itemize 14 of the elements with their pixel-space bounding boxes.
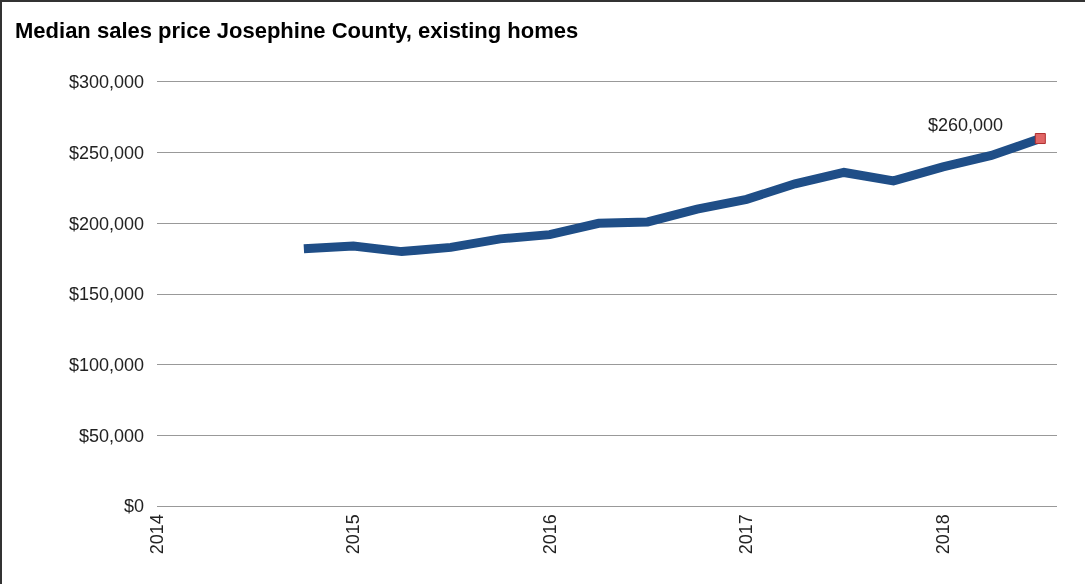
x-tick-label: 2017 xyxy=(736,514,757,555)
y-tick-label: $250,000 xyxy=(68,142,144,163)
annotation: $260,000 xyxy=(928,115,1004,135)
x-tick-label: 2015 xyxy=(343,514,364,555)
y-tick-label: $100,000 xyxy=(68,354,144,375)
y-tick-label: $0 xyxy=(123,496,144,517)
y-tick-label: $50,000 xyxy=(78,425,144,446)
y-tick-label: $150,000 xyxy=(68,284,144,305)
y-tick-label: $200,000 xyxy=(68,213,144,234)
x-tick-label: 2014 xyxy=(146,514,167,555)
y-tick-label: $300,000 xyxy=(68,72,144,93)
x-tick-label: 2018 xyxy=(932,514,953,555)
x-tick-label: 2016 xyxy=(539,514,560,555)
chart-title: Median sales price Josephine County, existing homes xyxy=(15,17,579,43)
